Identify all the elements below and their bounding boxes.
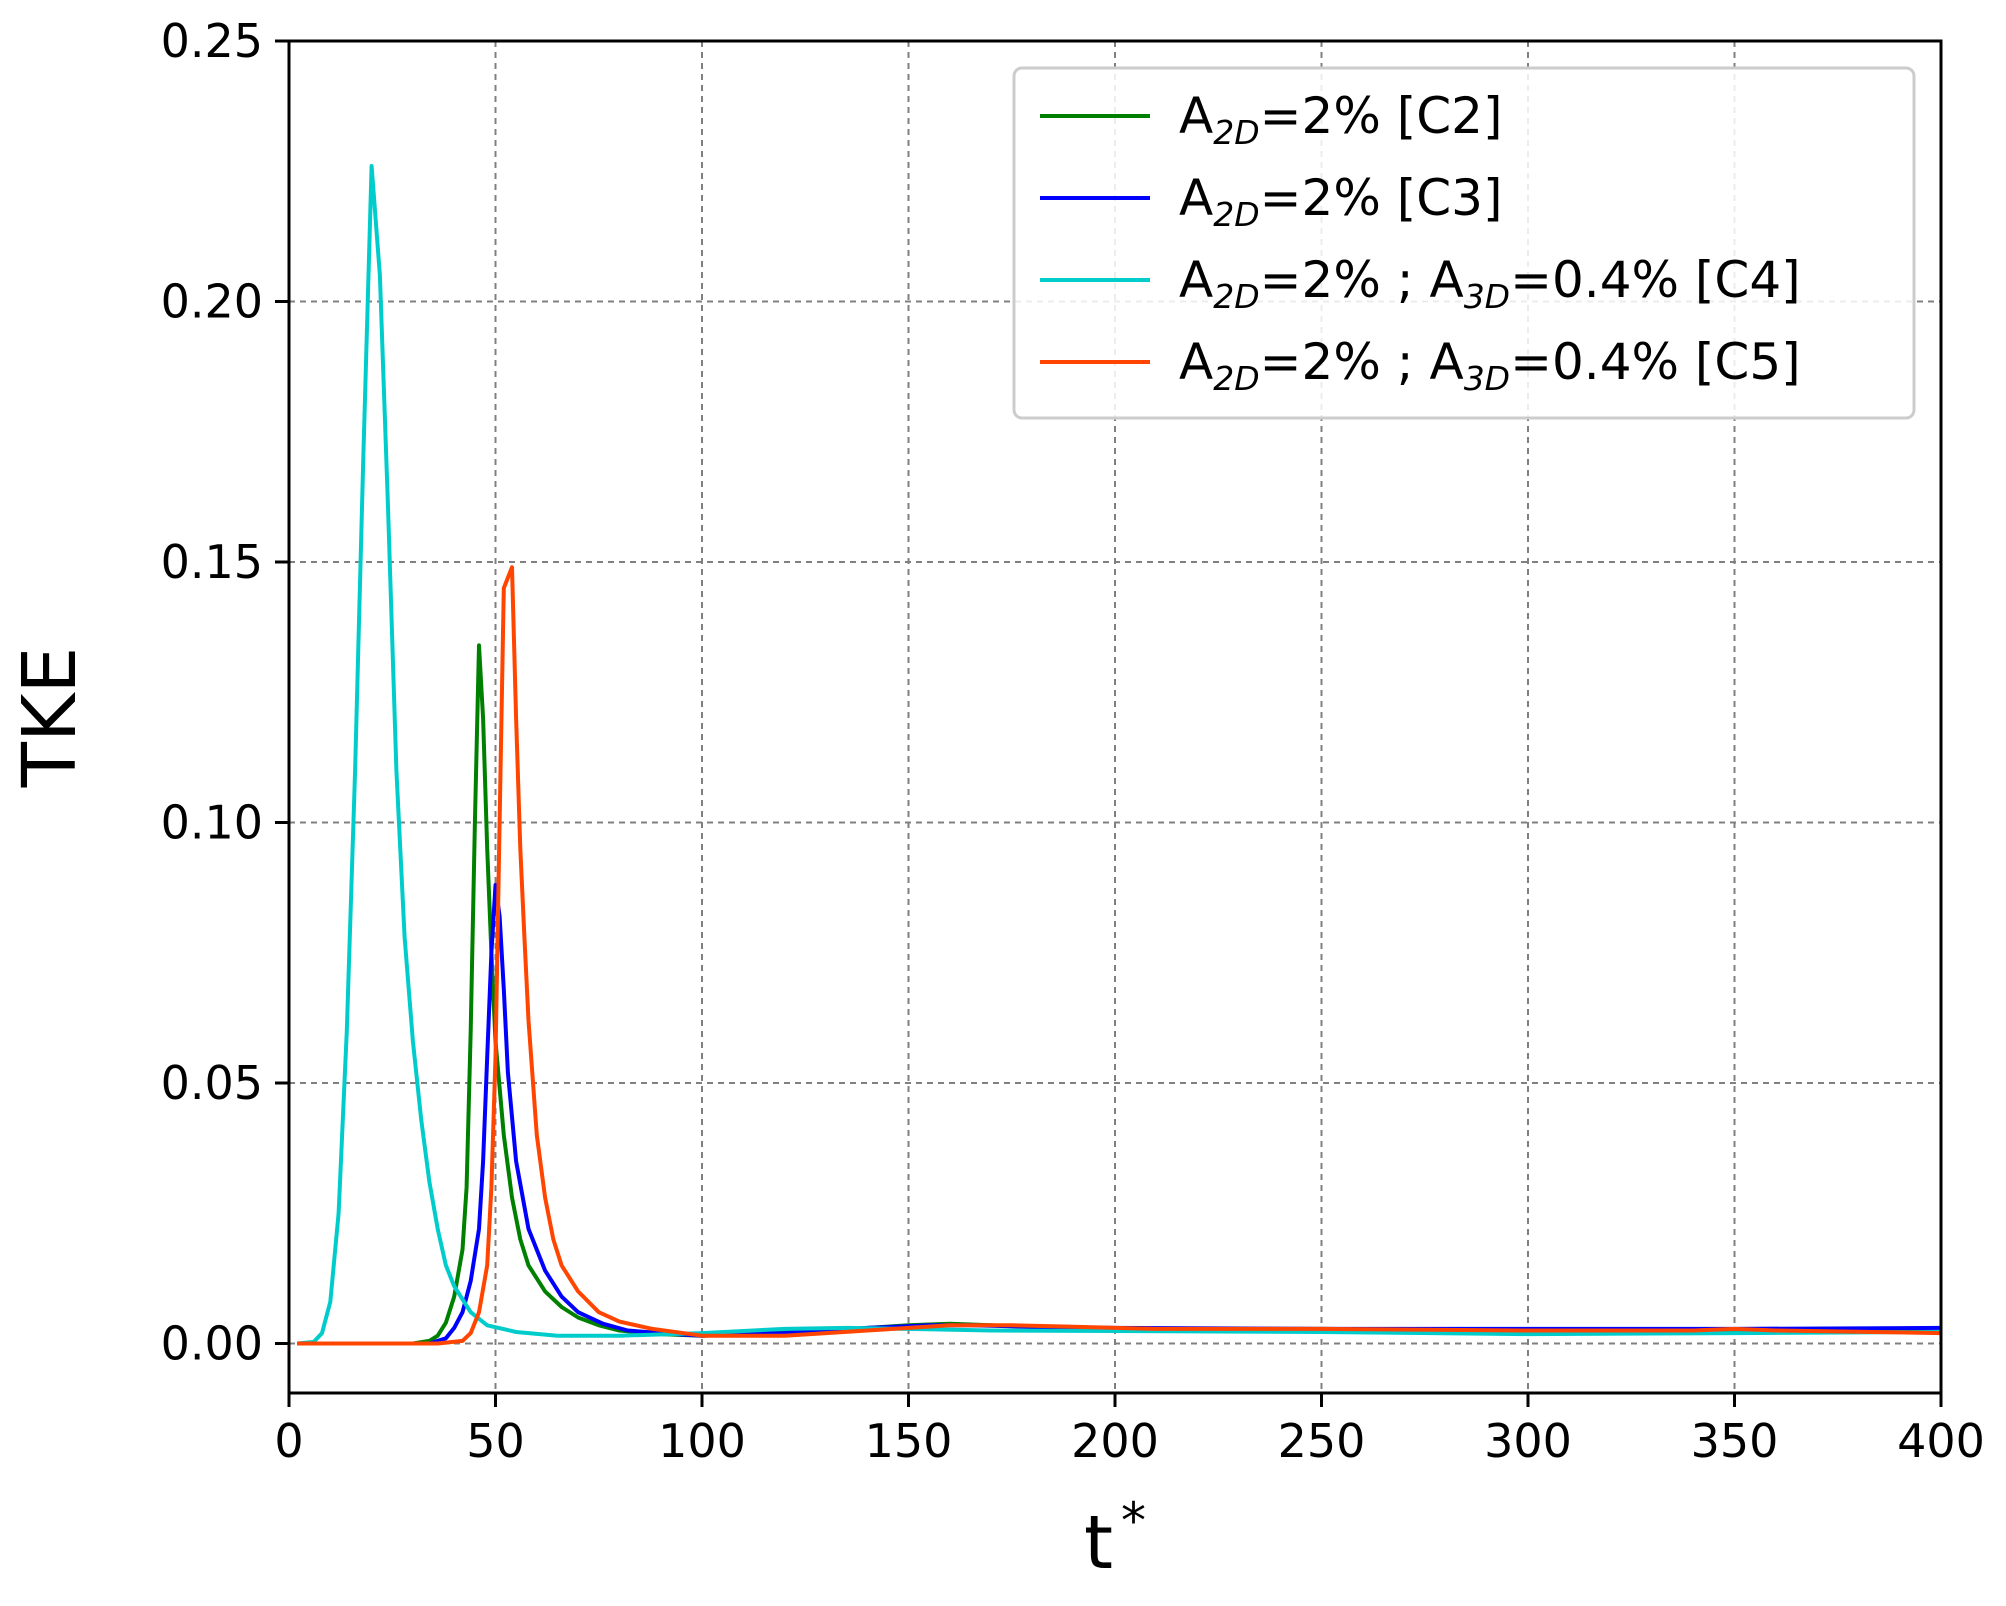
x-tick-label: 0 <box>274 1414 303 1468</box>
y-tick-label: 0.00 <box>161 1317 263 1371</box>
legend-entry-3: A2D=2% ; A3D=0.4% [C4] <box>1179 251 1801 316</box>
legend-box <box>1012 66 1916 420</box>
legend-entry-4: A2D=2% ; A3D=0.4% [C5] <box>1179 333 1801 398</box>
x-tick-label: 250 <box>1278 1414 1366 1468</box>
y-tick-label: 0.25 <box>161 14 263 68</box>
x-tick-label: 100 <box>658 1414 746 1468</box>
y-tick-label: 0.20 <box>161 275 263 329</box>
axis-ticks: 0 50 100 150 200 250 300 350 400 0.00 0.05 0.10 0.15… <box>161 14 1985 1468</box>
x-tick-label: 50 <box>466 1414 525 1468</box>
legend: A2D=2% [C2] A2D=2% [C3] A2D=2% ; A3D=0.4% … <box>1012 66 1916 420</box>
series-line-3 <box>297 164 1942 1346</box>
data-series <box>297 164 1942 1346</box>
axis-labels: t * TKE <box>7 647 1146 1586</box>
x-tick-label: 400 <box>1897 1414 1985 1468</box>
x-axis-label: t * <box>1084 1492 1146 1586</box>
gridlines <box>289 40 1941 1393</box>
series-line-4 <box>297 565 1942 1346</box>
y-tick-label: 0.15 <box>161 535 263 589</box>
x-tick-label: 300 <box>1484 1414 1572 1468</box>
legend-entry-2: A2D=2% [C3] <box>1179 169 1502 234</box>
y-tick-label: 0.05 <box>161 1056 263 1110</box>
legend-entry-1: A2D=2% [C2] <box>1179 87 1502 152</box>
x-tick-label: 150 <box>865 1414 953 1468</box>
y-tick-label: 0.10 <box>161 796 263 850</box>
y-axis-label: TKE <box>7 647 93 788</box>
x-tick-label: 350 <box>1691 1414 1779 1468</box>
x-tick-label: 200 <box>1071 1414 1159 1468</box>
